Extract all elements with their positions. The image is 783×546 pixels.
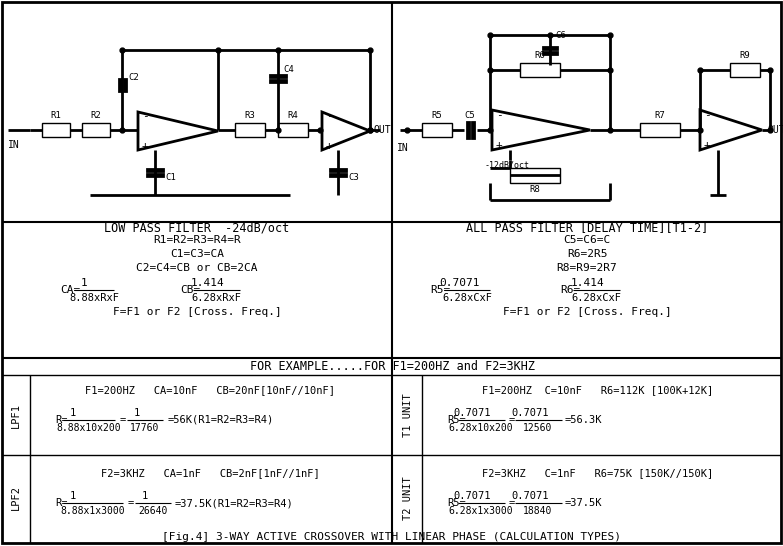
Text: F2=3KHZ   CA=1nF   CB=2nF[1nF//1nF]: F2=3KHZ CA=1nF CB=2nF[1nF//1nF] — [101, 468, 319, 478]
Text: 6.28x1x3000: 6.28x1x3000 — [449, 506, 514, 516]
Text: -: - — [704, 110, 711, 120]
Text: +: + — [704, 140, 711, 150]
Text: R5=: R5= — [430, 285, 450, 295]
Text: 26640: 26640 — [139, 506, 168, 516]
Text: 1: 1 — [70, 408, 76, 418]
Text: 0.7071: 0.7071 — [440, 278, 480, 288]
Text: 0.7071: 0.7071 — [453, 408, 491, 418]
Text: 6.28xRxF: 6.28xRxF — [191, 293, 241, 303]
Text: =: = — [509, 498, 515, 508]
Text: +: + — [142, 141, 149, 151]
Polygon shape — [322, 112, 370, 150]
Text: T1 UNIT: T1 UNIT — [403, 393, 413, 437]
Text: T2 UNIT: T2 UNIT — [403, 476, 413, 520]
Text: 1.414: 1.414 — [191, 278, 225, 288]
Text: F2=3KHZ   C=1nF   R6=75K [150K//150K]: F2=3KHZ C=1nF R6=75K [150K//150K] — [482, 468, 713, 478]
Text: C3: C3 — [348, 174, 359, 182]
Polygon shape — [138, 112, 218, 150]
Text: =56K(R1=R2=R3=R4): =56K(R1=R2=R3=R4) — [168, 415, 274, 425]
Text: C4: C4 — [283, 66, 294, 74]
Text: 12560: 12560 — [523, 423, 553, 433]
Text: 1: 1 — [81, 278, 88, 288]
Text: R=: R= — [55, 415, 67, 425]
Text: =56.3K: =56.3K — [565, 415, 602, 425]
Text: F=F1 or F2 [Cross. Freq.]: F=F1 or F2 [Cross. Freq.] — [113, 307, 281, 317]
Text: LOW PASS FILTER  -24dB/oct: LOW PASS FILTER -24dB/oct — [104, 222, 290, 234]
Text: F1=200HZ  C=10nF   R6=112K [100K+12K]: F1=200HZ C=10nF R6=112K [100K+12K] — [482, 385, 713, 395]
Text: R9: R9 — [740, 51, 750, 61]
Text: =37.5K(R1=R2=R3=R4): =37.5K(R1=R2=R3=R4) — [175, 498, 294, 508]
Text: 0.7071: 0.7071 — [453, 491, 491, 501]
Text: 8.88x10x200: 8.88x10x200 — [56, 423, 121, 433]
Text: R6=2R5: R6=2R5 — [567, 249, 608, 259]
Text: R1=R2=R3=R4=R: R1=R2=R3=R4=R — [153, 235, 241, 245]
Text: OUT: OUT — [767, 125, 783, 135]
Text: LPF2: LPF2 — [11, 485, 21, 511]
Text: OUT: OUT — [373, 125, 391, 135]
Text: LPF1: LPF1 — [11, 402, 21, 428]
Text: 0.7071: 0.7071 — [511, 408, 549, 418]
Text: =37.5K: =37.5K — [565, 498, 602, 508]
Text: 18840: 18840 — [523, 506, 553, 516]
Text: 1: 1 — [70, 491, 76, 501]
Text: 17760: 17760 — [130, 423, 160, 433]
Text: -: - — [496, 110, 503, 120]
Text: R4: R4 — [287, 111, 298, 121]
Text: 6.28x10x200: 6.28x10x200 — [449, 423, 514, 433]
Text: R=: R= — [55, 498, 67, 508]
Text: C2: C2 — [128, 74, 139, 82]
Text: R8: R8 — [529, 186, 540, 194]
Text: =: = — [128, 498, 134, 508]
Text: F=F1 or F2 [Cross. Freq.]: F=F1 or F2 [Cross. Freq.] — [503, 307, 671, 317]
Text: FOR EXAMPLE.....FOR F1=200HZ and F2=3KHZ: FOR EXAMPLE.....FOR F1=200HZ and F2=3KHZ — [250, 359, 535, 372]
Text: 6.28xCxF: 6.28xCxF — [442, 293, 492, 303]
Text: R7: R7 — [655, 111, 666, 121]
Text: +: + — [326, 141, 333, 151]
Text: C1: C1 — [165, 174, 175, 182]
Text: C1=C3=CA: C1=C3=CA — [170, 249, 224, 259]
Text: R5=: R5= — [447, 415, 466, 425]
Text: IN: IN — [397, 143, 409, 153]
Text: ALL PASS FILTER [DELAY TIME][T1-2]: ALL PASS FILTER [DELAY TIME][T1-2] — [466, 222, 708, 234]
Text: =: = — [509, 415, 515, 425]
Polygon shape — [492, 110, 590, 150]
Text: R5: R5 — [431, 111, 442, 121]
Text: R6=: R6= — [560, 285, 580, 295]
Text: CA=: CA= — [60, 285, 80, 295]
Text: C5: C5 — [464, 111, 474, 121]
Text: C2=C4=CB or CB=2CA: C2=C4=CB or CB=2CA — [136, 263, 258, 273]
Polygon shape — [700, 110, 762, 150]
Text: R3: R3 — [244, 111, 255, 121]
Text: -: - — [142, 111, 149, 121]
Text: [Fig.4] 3-WAY ACTIVE CROSSOVER WITH LINEAR PHASE (CALCULATION TYPES): [Fig.4] 3-WAY ACTIVE CROSSOVER WITH LINE… — [163, 532, 622, 542]
Text: =: = — [120, 415, 126, 425]
Text: R8=R9=2R7: R8=R9=2R7 — [557, 263, 617, 273]
Text: R6: R6 — [535, 51, 546, 61]
Text: 0.7071: 0.7071 — [511, 491, 549, 501]
Text: 1: 1 — [142, 491, 148, 501]
Text: R1: R1 — [51, 111, 61, 121]
Text: 6.28xCxF: 6.28xCxF — [571, 293, 621, 303]
Text: +: + — [496, 140, 503, 150]
Text: C5=C6=C: C5=C6=C — [564, 235, 611, 245]
Text: CB=: CB= — [180, 285, 200, 295]
Text: 8.88xRxF: 8.88xRxF — [69, 293, 119, 303]
Text: C6: C6 — [555, 31, 566, 39]
Text: F1=200HZ   CA=10nF   CB=20nF[10nF//10nF]: F1=200HZ CA=10nF CB=20nF[10nF//10nF] — [85, 385, 335, 395]
Text: R2: R2 — [91, 111, 101, 121]
Text: IN: IN — [8, 140, 20, 150]
Text: 8.88x1x3000: 8.88x1x3000 — [61, 506, 125, 516]
Text: R5=: R5= — [447, 498, 466, 508]
Text: -12dB/oct: -12dB/oct — [485, 161, 530, 169]
Text: 1: 1 — [134, 408, 140, 418]
Text: -: - — [326, 111, 333, 121]
Text: 1.414: 1.414 — [571, 278, 605, 288]
